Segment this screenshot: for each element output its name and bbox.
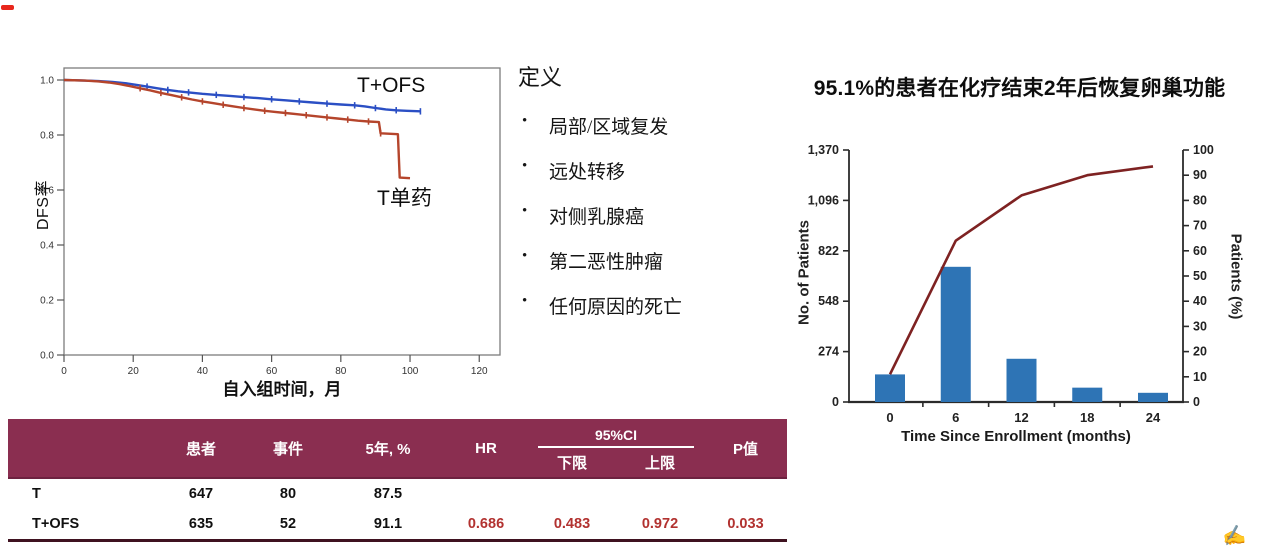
cell-events: 80 — [279, 486, 297, 502]
cell-hr: 0.686 — [467, 516, 505, 532]
header-ci-lower: 下限 — [556, 455, 587, 472]
svg-text:120: 120 — [471, 366, 488, 377]
svg-text:20: 20 — [1193, 345, 1207, 359]
red-annotation-mark — [1, 5, 14, 10]
svg-text:0: 0 — [886, 410, 893, 425]
definitions-title: 定义 — [518, 65, 563, 90]
svg-text:20: 20 — [128, 366, 140, 377]
svg-text:40: 40 — [197, 366, 209, 377]
header-hr: HR — [475, 439, 497, 457]
svg-text:24: 24 — [1146, 410, 1161, 425]
km-series-label-t-ofs: T+OFS — [357, 74, 426, 97]
svg-text:822: 822 — [818, 244, 839, 258]
svg-text:548: 548 — [818, 294, 839, 308]
definition-text: 局部/区域复发 — [549, 117, 669, 138]
km-chart: 0.0 0.2 0.4 0.6 0.8 1.0 0 20 40 60 80 100 120 — [40, 67, 501, 377]
svg-text:0.0: 0.0 — [40, 351, 54, 362]
svg-text:274: 274 — [818, 345, 839, 359]
recovery-x-axis-label: Time Since Enrollment (months) — [901, 428, 1131, 445]
svg-text:18: 18 — [1080, 410, 1094, 425]
definition-text: 远处转移 — [549, 162, 626, 183]
cell-lower: 0.483 — [553, 516, 591, 532]
header-events: 事件 — [272, 440, 303, 458]
svg-text:0.8: 0.8 — [40, 131, 54, 142]
svg-text:0: 0 — [1193, 395, 1200, 409]
svg-text:1,096: 1,096 — [808, 193, 839, 207]
svg-text:60: 60 — [1193, 244, 1207, 258]
definition-text: 第二恶性肿瘤 — [549, 252, 664, 273]
svg-text:1.0: 1.0 — [40, 76, 54, 87]
table-row: T 647 80 87.5 — [8, 479, 787, 509]
svg-text:100: 100 — [1193, 143, 1214, 157]
header-ci-group: 95%CI 下限 上限 — [528, 417, 704, 479]
svg-text:90: 90 — [1193, 168, 1207, 182]
bullet-icon: • — [522, 158, 528, 174]
cell-patients: 635 — [188, 516, 214, 532]
km-x-axis-label: 自入组时间，月 — [222, 380, 342, 399]
bullet-icon: • — [522, 203, 528, 219]
bullet-icon: • — [522, 248, 528, 264]
row-label: T — [32, 486, 41, 502]
recovery-left-axis-label: No. of Patients — [795, 220, 813, 326]
header-p-value: P值 — [732, 440, 758, 458]
svg-text:80: 80 — [335, 366, 347, 377]
table-row: T+OFS 635 52 91.1 0.686 0.483 0.972 0.033 — [8, 509, 787, 539]
svg-text:0: 0 — [61, 366, 67, 377]
svg-text:6: 6 — [952, 410, 959, 425]
km-series-label-t-mono: T单药 — [377, 187, 432, 210]
results-table: 患者 事件 5年, % HR 95%CI 下限 上限 P值 T 647 80 87.5… — [8, 419, 787, 542]
cell-events: 52 — [279, 516, 297, 532]
svg-text:40: 40 — [1193, 294, 1207, 308]
table-header: 患者 事件 5年, % HR 95%CI 下限 上限 P值 — [8, 419, 787, 479]
cell-patients: 647 — [188, 486, 214, 502]
definition-text: 对侧乳腺癌 — [549, 207, 645, 228]
header-patients: 患者 — [185, 440, 216, 458]
definition-item: • 远处转移 — [516, 157, 784, 184]
cell-five_year: 91.1 — [373, 516, 403, 532]
svg-text:0: 0 — [832, 395, 839, 409]
definition-item: • 对侧乳腺癌 — [516, 202, 784, 229]
header-ci-upper: 上限 — [644, 455, 675, 472]
header-ci-bounds: 下限 上限 — [528, 448, 704, 473]
svg-text:100: 100 — [402, 366, 419, 377]
recovery-right-axis-label: Patients (%) — [1227, 233, 1245, 320]
bullet-icon: • — [522, 113, 528, 129]
svg-text:80: 80 — [1193, 193, 1207, 207]
header-five-year: 5年, % — [365, 440, 411, 458]
svg-text:30: 30 — [1193, 319, 1207, 333]
cell-p: 0.033 — [727, 516, 764, 532]
definitions-list: • 局部/区域复发 • 远处转移 • 对侧乳腺癌 • 第二恶性肿瘤 • 任何原因的死亡 — [516, 112, 784, 319]
bullet-icon: • — [522, 293, 528, 309]
definition-item: • 第二恶性肿瘤 — [516, 247, 784, 274]
svg-text:0.6: 0.6 — [40, 186, 54, 197]
table-body: T 647 80 87.5 T+OFS 635 52 91.1 0.686 0.483 0.972 0… — [8, 479, 787, 539]
svg-text:10: 10 — [1193, 370, 1207, 384]
svg-text:60: 60 — [266, 366, 278, 377]
svg-text:50: 50 — [1193, 269, 1207, 283]
svg-text:12: 12 — [1014, 410, 1028, 425]
svg-text:1,370: 1,370 — [808, 143, 839, 157]
ovarian-recovery-title: 95.1%的患者在化疗结束2年后恢复卵巢功能 — [813, 77, 1226, 100]
svg-text:0.4: 0.4 — [40, 241, 54, 252]
signature-icon: ✍ — [1220, 524, 1248, 549]
cell-five_year: 87.5 — [373, 486, 403, 502]
header-ci: 95%CI — [538, 427, 694, 448]
header-spacer — [8, 419, 158, 477]
cell-upper: 0.972 — [641, 516, 679, 532]
definitions-panel: 定义 • 局部/区域复发 • 远处转移 • 对侧乳腺癌 • 第二恶性肿瘤 • 任何原因的死亡 — [516, 60, 784, 337]
km-y-axis-label: DFS率 — [35, 180, 52, 231]
svg-text:70: 70 — [1193, 219, 1207, 233]
row-label: T+OFS — [32, 516, 80, 532]
definition-item: • 任何原因的死亡 — [516, 292, 784, 319]
recovery-chart: 02745488221,0961,37001020304050607080901… — [808, 143, 1214, 425]
svg-text:0.2: 0.2 — [40, 296, 54, 307]
definition-item: • 局部/区域复发 — [516, 112, 784, 139]
definition-text: 任何原因的死亡 — [549, 297, 683, 318]
